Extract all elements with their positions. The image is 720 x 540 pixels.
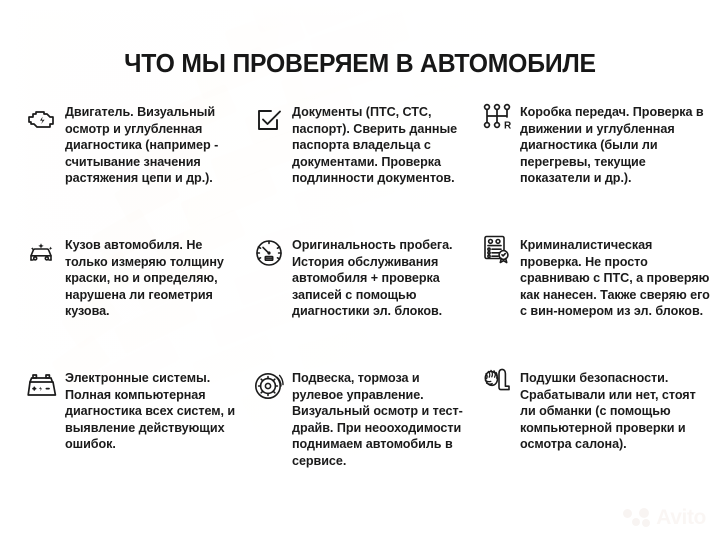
car-body-shine-icon <box>26 237 58 269</box>
item-heading: Кузов автомобиля. <box>65 238 183 252</box>
item-body: Не только измеряю толщину краски, но и о… <box>65 238 224 319</box>
car-battery-icon <box>26 370 58 402</box>
checklist-item-text: Подвеска, тормоза и рулевое управление. … <box>292 369 469 470</box>
item-heading: Подвеска, тормоза и рулевое управление. <box>292 371 424 402</box>
checklist-item-mileage: Оригинальность пробега. История обслужив… <box>245 236 473 369</box>
item-heading: Подушки безопасности. <box>520 371 669 385</box>
checklist-item-electronics: Электронные системы. Полная компьютерная… <box>0 369 245 509</box>
avito-logo-icon <box>623 507 651 528</box>
checklist-item-car-body: Кузов автомобиля. Не только измеряю толщ… <box>0 236 245 369</box>
checklist-row: Двигатель. Визуальный осмотр и углубленн… <box>0 103 720 236</box>
checklist-item-text: Оригинальность пробега. История обслужив… <box>292 236 469 320</box>
checklist-grid: Двигатель. Визуальный осмотр и углубленн… <box>0 103 720 509</box>
item-body: Срабатывали или нет, стоят ли обманки (с… <box>520 387 696 452</box>
forensic-document-icon <box>481 233 513 265</box>
checklist-item-text: Документы (ПТС, СТС, паспорт). Сверить д… <box>292 103 469 187</box>
checklist-item-forensics: Криминалистическая проверка. Не просто с… <box>473 233 720 369</box>
avito-wordmark: Avito <box>656 506 706 529</box>
checklist-item-text: Электронные системы. Полная компьютерная… <box>65 369 241 453</box>
checklist-item-text: Коробка передач. Проверка в движении и у… <box>520 103 710 187</box>
item-heading: Электронные системы. <box>65 371 211 385</box>
item-body: Визуальный осмотр и углубленная диагност… <box>65 105 219 186</box>
item-heading: Коробка передач. <box>520 105 630 119</box>
checklist-item-engine: Двигатель. Визуальный осмотр и углубленн… <box>0 103 245 236</box>
checklist-item-gearbox: R Коробка передач. Проверка в движении и… <box>473 103 720 236</box>
checklist-item-text: Двигатель. Визуальный осмотр и углубленн… <box>65 103 241 187</box>
odometer-gauge-icon <box>253 237 285 269</box>
item-body: История обслуживания автомобиля + провер… <box>292 254 443 319</box>
checklist-item-text: Криминалистическая проверка. Не просто с… <box>520 236 710 320</box>
avito-watermark: Avito <box>623 507 706 528</box>
checklist-item-suspension: Подвеска, тормоза и рулевое управление. … <box>245 369 473 509</box>
item-body: Полная компьютерная диагностика всех сис… <box>65 387 236 452</box>
item-body: Проверка в движении и углубленная диагно… <box>520 105 704 186</box>
item-body: Не просто сравниваю с ПТС, а проверяю ка… <box>520 254 710 319</box>
document-check-icon <box>253 104 285 136</box>
item-heading: Документы (ПТС, СТС, паспорт). <box>292 105 432 136</box>
checklist-item-airbags: Подушки безопасности. Срабатывали или не… <box>473 366 720 509</box>
page-title: ЧТО МЫ ПРОВЕРЯЕМ В АВТОМОБИЛЕ <box>124 50 596 78</box>
item-body: Визуальный осмотр и тест-драйв. При неоо… <box>292 404 463 468</box>
gear-shifter-icon: R <box>481 100 513 132</box>
svg-text:R: R <box>504 120 512 131</box>
engine-check-icon <box>26 104 58 136</box>
checklist-item-text: Кузов автомобиля. Не только измеряю толщ… <box>65 236 241 320</box>
checklist-item-documents: Документы (ПТС, СТС, паспорт). Сверить д… <box>245 103 473 236</box>
item-heading: Оригинальность пробега. <box>292 238 453 252</box>
item-heading: Криминалистическая проверка. <box>520 238 653 269</box>
brake-disc-icon <box>253 370 285 402</box>
item-body: Сверить данные паспорта владельца с доку… <box>292 121 458 186</box>
checklist-row: Электронные системы. Полная компьютерная… <box>0 366 720 509</box>
checklist-row: Кузов автомобиля. Не только измеряю толщ… <box>0 233 720 369</box>
item-heading: Двигатель. <box>65 105 134 119</box>
airbag-seat-icon <box>481 366 513 398</box>
checklist-item-text: Подушки безопасности. Срабатывали или не… <box>520 369 710 453</box>
